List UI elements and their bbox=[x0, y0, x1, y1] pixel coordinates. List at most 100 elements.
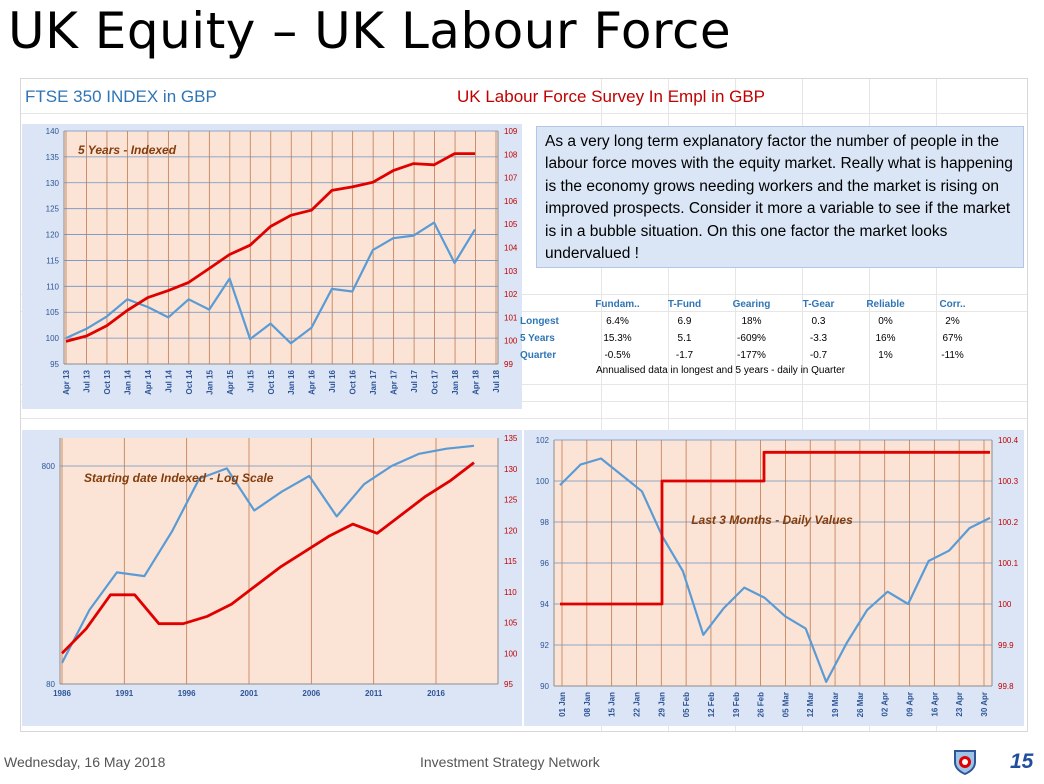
stats-row-label: 5 Years bbox=[520, 333, 555, 344]
chart-title: Starting date Indexed - Log Scale bbox=[84, 471, 274, 485]
y-right-tick-label: 100.1 bbox=[998, 559, 1019, 568]
y-right-tick-label: 95 bbox=[504, 680, 513, 689]
x-tick-label: 1986 bbox=[53, 689, 71, 698]
stats-cell: -0.7 bbox=[809, 350, 828, 361]
y-right-tick-label: 106 bbox=[504, 197, 518, 206]
y-right-tick-label: 110 bbox=[504, 588, 517, 597]
footer-date: Wednesday, 16 May 2018 bbox=[4, 754, 166, 770]
x-tick-label: Jan 16 bbox=[287, 369, 296, 394]
stats-footnote: Annualised data in longest and 5 years -… bbox=[596, 365, 846, 376]
chart2-log-scale: 1986 1991 1996 2001 2006 2011 2016 80 800 95 100 10… bbox=[42, 434, 518, 698]
x-tick-label: 15 Jan bbox=[608, 692, 617, 717]
stats-col-header: Reliable bbox=[866, 299, 905, 310]
x-tick-label: Jul 14 bbox=[164, 369, 173, 392]
stats-col-header: T-Gear bbox=[802, 299, 835, 310]
y-right-tick-label: 135 bbox=[504, 434, 518, 443]
y-right-tick-label: 102 bbox=[504, 290, 518, 299]
stats-cell: -609% bbox=[737, 333, 766, 344]
y-right-tick-label: 99 bbox=[504, 360, 513, 369]
labour-series-line bbox=[560, 450, 990, 606]
stats-row-longest: Longest 6.4% 6.9 18% 0.3 0% 2% bbox=[520, 313, 986, 330]
x-tick-label: Oct 17 bbox=[431, 369, 440, 394]
x-tick-label: 2006 bbox=[302, 689, 320, 698]
stats-row-5-years: 5 Years 15.3% 5.1 -609% -3.3 16% 67% bbox=[520, 330, 986, 347]
equity-header: FTSE 350 INDEX in GBP bbox=[25, 87, 217, 106]
x-tick-label: Jul 15 bbox=[246, 369, 255, 392]
plot-area bbox=[64, 131, 498, 364]
y-left-tick-label: 115 bbox=[46, 256, 59, 265]
stats-cell: 18% bbox=[741, 316, 762, 327]
y-right-tick-label: 104 bbox=[504, 244, 518, 253]
grid-line bbox=[936, 79, 937, 731]
y-left-tick-label: 80 bbox=[46, 680, 55, 689]
y-right-tick-label: 125 bbox=[504, 496, 518, 505]
grid-line bbox=[21, 418, 1027, 419]
x-tick-label: 05 Mar bbox=[781, 692, 790, 717]
plot-area bbox=[60, 438, 498, 684]
y-left-tick-label: 102 bbox=[536, 436, 550, 445]
x-tick-label: 30 Apr bbox=[980, 692, 989, 717]
y-right-tick-label: 105 bbox=[504, 220, 518, 229]
y-left-tick-label: 135 bbox=[46, 153, 60, 162]
stats-cell: 15.3% bbox=[603, 333, 632, 344]
grid-line bbox=[21, 294, 1027, 295]
grid-line bbox=[802, 79, 803, 731]
stats-col-header: Gearing bbox=[732, 299, 771, 310]
stats-corner bbox=[520, 296, 584, 313]
labour-header: UK Labour Force Survey In Empl in GBP bbox=[457, 87, 766, 106]
x-tick-label: 09 Apr bbox=[906, 692, 915, 717]
y-right-tick-label: 115 bbox=[504, 557, 517, 566]
y-left-tick-label: 95 bbox=[50, 360, 59, 369]
x-tick-label: Jan 18 bbox=[451, 369, 460, 394]
y-right-tick-label: 107 bbox=[504, 174, 518, 183]
equity-series-line bbox=[61, 444, 475, 664]
stats-cell: 6.4% bbox=[606, 316, 629, 327]
stats-table: Fundam.. T-Fund Gearing T-Gear Reliable … bbox=[520, 296, 986, 364]
stats-cell: 0% bbox=[878, 316, 893, 327]
stats-header-row: Fundam.. T-Fund Gearing T-Gear Reliable … bbox=[520, 296, 986, 313]
grid-line bbox=[735, 79, 736, 731]
x-tick-label: Apr 17 bbox=[390, 369, 399, 394]
x-tick-label: Apr 13 bbox=[62, 369, 71, 394]
chart1-five-year-indexed: Apr 13 Jul 13 Oct 13 Jan 14 Apr 14 Jul 14 Oct … bbox=[46, 127, 518, 395]
y-right-tick-label: 100 bbox=[504, 337, 518, 346]
chart-title: 5 Years - Indexed bbox=[78, 143, 177, 157]
stats-col-header: Fundam.. bbox=[595, 299, 640, 310]
y-right-tick-label: 100.3 bbox=[998, 477, 1019, 486]
y-right-tick-label: 101 bbox=[504, 313, 518, 322]
y-right-tick-label: 100.4 bbox=[998, 436, 1019, 445]
x-tick-label: 26 Mar bbox=[856, 692, 865, 717]
labour-series-line bbox=[65, 152, 475, 343]
x-tick-label: Jan 17 bbox=[369, 369, 378, 394]
x-tick-label: 05 Feb bbox=[682, 692, 691, 717]
y-right-tick-label: 105 bbox=[504, 619, 518, 628]
y-left-tick-label: 94 bbox=[540, 600, 549, 609]
y-left-tick-label: 98 bbox=[540, 518, 549, 527]
x-tick-label: Oct 15 bbox=[267, 369, 276, 394]
x-tick-label: 23 Apr bbox=[955, 692, 964, 717]
y-left-tick-label: 100 bbox=[536, 477, 550, 486]
x-tick-label: 02 Apr bbox=[881, 692, 890, 717]
page-title: UK Equity – UK Labour Force bbox=[8, 2, 732, 60]
commentary-note: As a very long term explanatory factor t… bbox=[536, 126, 1024, 268]
x-tick-label: Oct 14 bbox=[185, 369, 194, 394]
equity-series-line bbox=[559, 457, 991, 683]
stats-cell: 5.1 bbox=[677, 333, 692, 344]
stats-row-label: Quarter bbox=[520, 350, 557, 361]
grid-line bbox=[21, 401, 1027, 402]
stats-row-quarter: Quarter -0.5% -1.7 -177% -0.7 1% -11% bbox=[520, 347, 986, 364]
y-left-tick-label: 800 bbox=[42, 462, 56, 471]
y-left-tick-label: 100 bbox=[46, 334, 60, 343]
stats-col-header: Corr.. bbox=[939, 299, 966, 310]
chart-title: Last 3 Months - Daily Values bbox=[691, 513, 853, 527]
x-tick-label: 1996 bbox=[178, 689, 196, 698]
stats-cell: -3.3 bbox=[809, 333, 828, 344]
y-left-tick-label: 92 bbox=[540, 641, 549, 650]
x-tick-label: 08 Jan bbox=[583, 692, 592, 717]
y-left-tick-label: 130 bbox=[46, 179, 60, 188]
y-right-tick-label: 100.2 bbox=[998, 518, 1019, 527]
footer-org: Investment Strategy Network bbox=[420, 754, 600, 770]
grid-line bbox=[668, 79, 669, 731]
y-left-tick-label: 120 bbox=[46, 231, 60, 240]
x-tick-label: 29 Jan bbox=[657, 692, 666, 717]
